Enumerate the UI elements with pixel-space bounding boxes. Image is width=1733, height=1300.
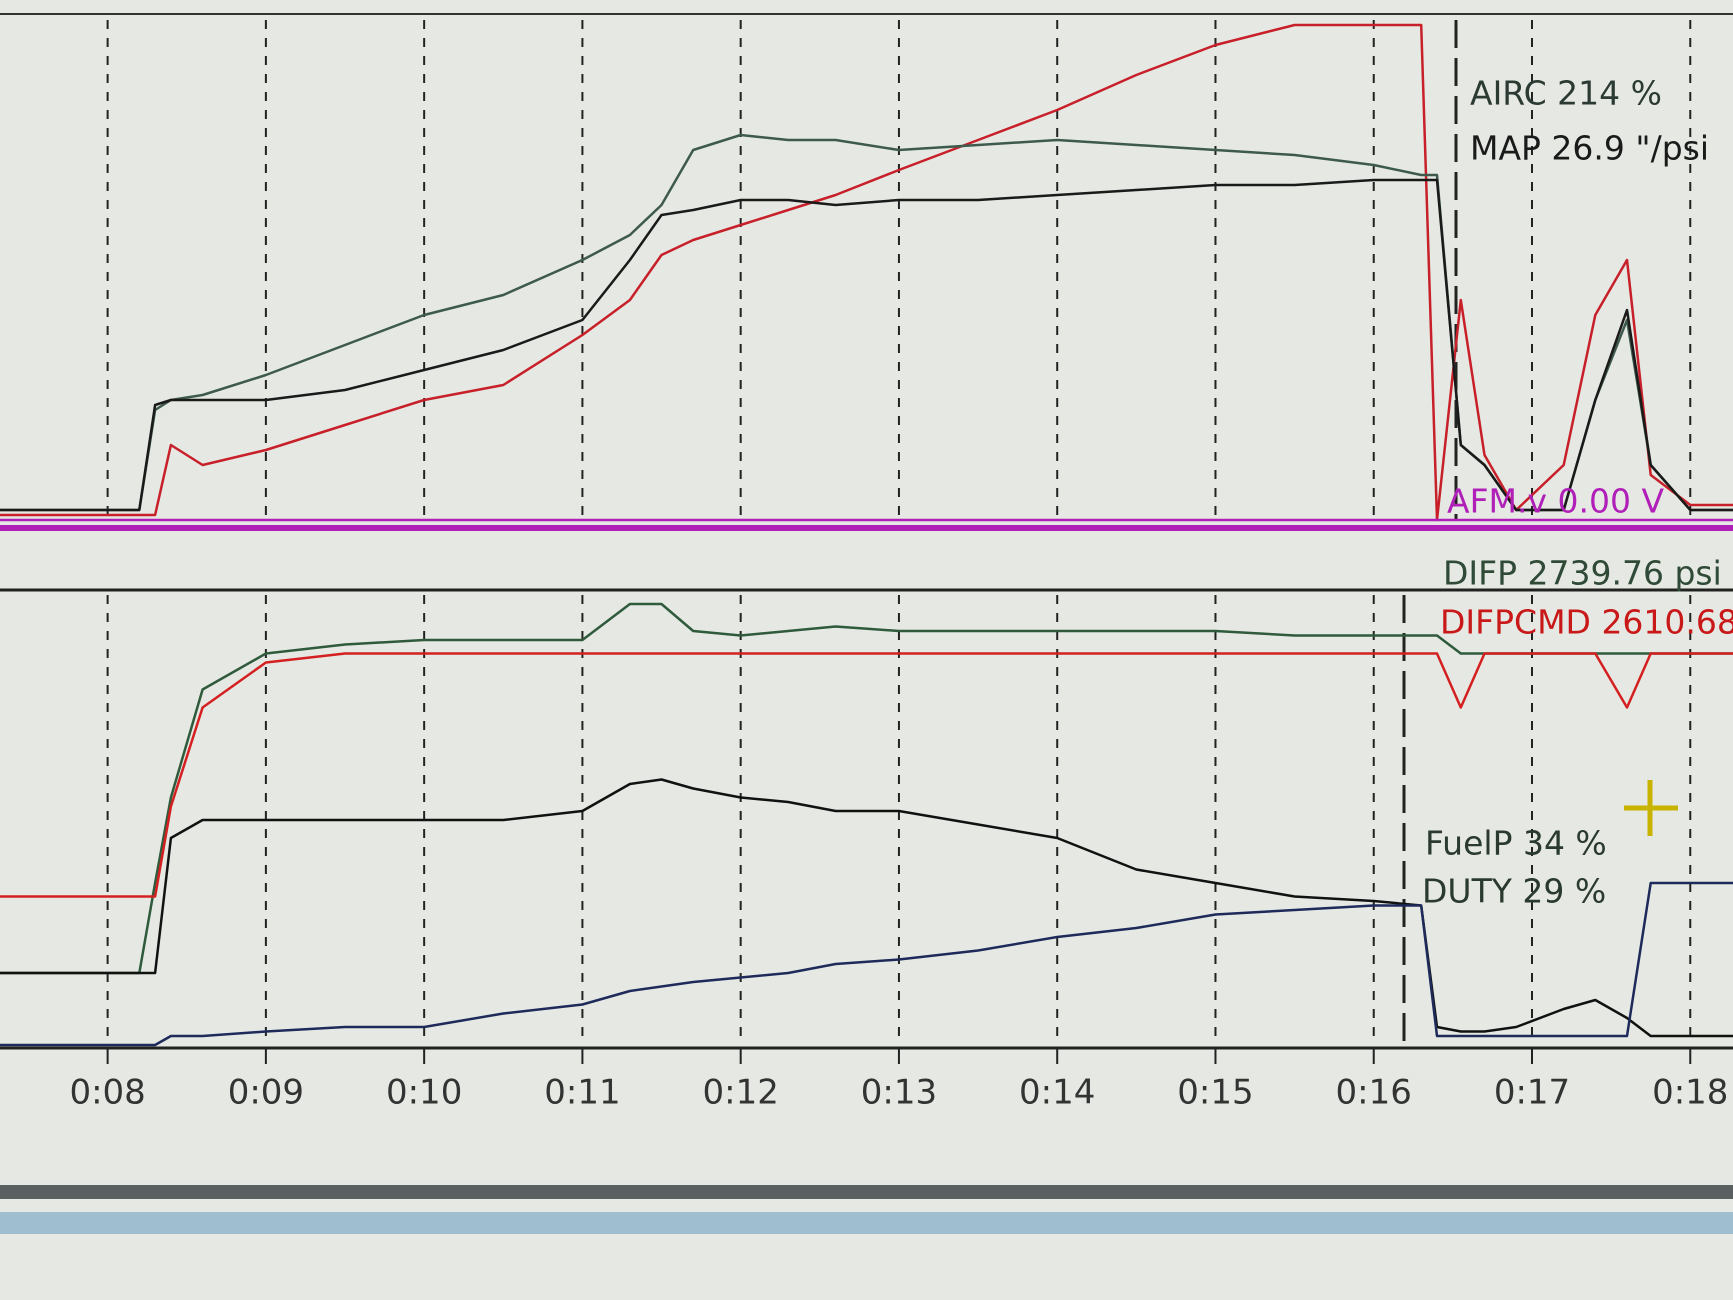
x-tick-label: 0:16 <box>1336 1073 1412 1113</box>
series-line <box>0 778 1733 1038</box>
legend-entry: FuelP 34 % <box>1425 824 1607 863</box>
legend-entry: DIFPCMD 2610.68 <box>1440 603 1733 642</box>
series-line <box>0 23 1733 522</box>
legend-entry: MAP 26.9 "/psi <box>1470 129 1709 168</box>
x-tick-label: 0:10 <box>386 1073 462 1113</box>
panel-divider <box>0 525 1733 531</box>
x-tick-label: 0:14 <box>1019 1073 1095 1113</box>
scrollbar-track <box>0 1185 1733 1199</box>
x-tick-label: 0:15 <box>1177 1073 1253 1113</box>
legend-entry: AFM.v 0.00 V <box>1447 482 1665 521</box>
series-line <box>0 178 1733 512</box>
legend-entry: AIRC 214 % <box>1470 74 1662 113</box>
series-line <box>0 881 1733 1047</box>
x-tick-label: 0:08 <box>69 1073 145 1113</box>
x-tick-label: 0:13 <box>861 1073 937 1113</box>
legend-entry: DUTY 29 % <box>1422 872 1606 911</box>
x-tick-label: 0:11 <box>544 1073 620 1113</box>
x-tick-label: 0:09 <box>228 1073 304 1113</box>
x-tick-label: 0:12 <box>702 1073 778 1113</box>
crosshair-icon <box>1624 780 1678 836</box>
plots: AIRC 214 % MAP 26.9 "/psi AFM.v 0.00 V 0:08… <box>0 20 1733 1113</box>
x-tick-label: 0:17 <box>1494 1073 1570 1113</box>
x-tick-label: 0:18 <box>1652 1073 1728 1113</box>
status-bar <box>0 1212 1733 1234</box>
series-line <box>0 652 1733 898</box>
legend-entry: DIFP 2739.76 psi <box>1443 554 1722 593</box>
